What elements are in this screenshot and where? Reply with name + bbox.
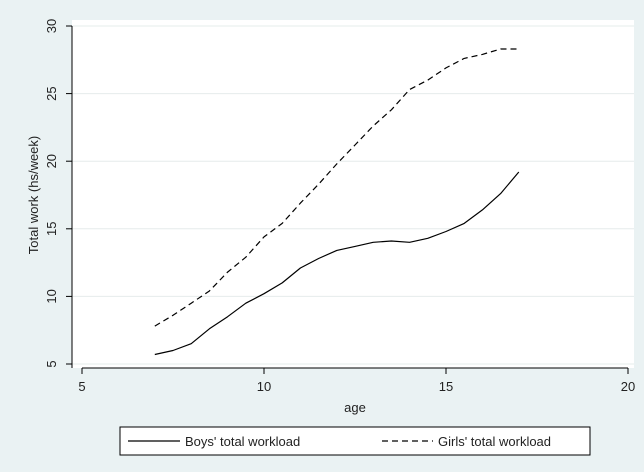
- legend-label-girls: Girls' total workload: [438, 434, 551, 449]
- grid-layer: [72, 25, 634, 365]
- y-tick-label: 25: [44, 86, 59, 100]
- legend-box: [119, 426, 591, 456]
- legend: Boys' total workload Girls' total worklo…: [119, 426, 591, 456]
- y-tick-label: 10: [44, 289, 59, 303]
- x-axis-title: age: [344, 400, 366, 415]
- y-tick-label: 20: [44, 154, 59, 168]
- y-tick-label: 15: [44, 222, 59, 236]
- x-tick-label: 5: [78, 379, 85, 394]
- series-line-girls: [154, 48, 519, 327]
- x-tick-label: 20: [621, 379, 635, 394]
- axis-layer: 5 10 15 20 25 30 5 10 15 20: [44, 19, 635, 394]
- y-axis-title: Total work (hs/week): [26, 136, 41, 254]
- x-tick-label: 10: [257, 379, 271, 394]
- series-layer: [154, 48, 520, 356]
- plot-area: [72, 20, 634, 368]
- y-tick-label: 5: [44, 360, 59, 367]
- series-line-boys: [154, 171, 520, 356]
- x-tick-label: 15: [439, 379, 453, 394]
- legend-label-boys: Boys' total workload: [185, 434, 300, 449]
- y-tick-label: 30: [44, 19, 59, 33]
